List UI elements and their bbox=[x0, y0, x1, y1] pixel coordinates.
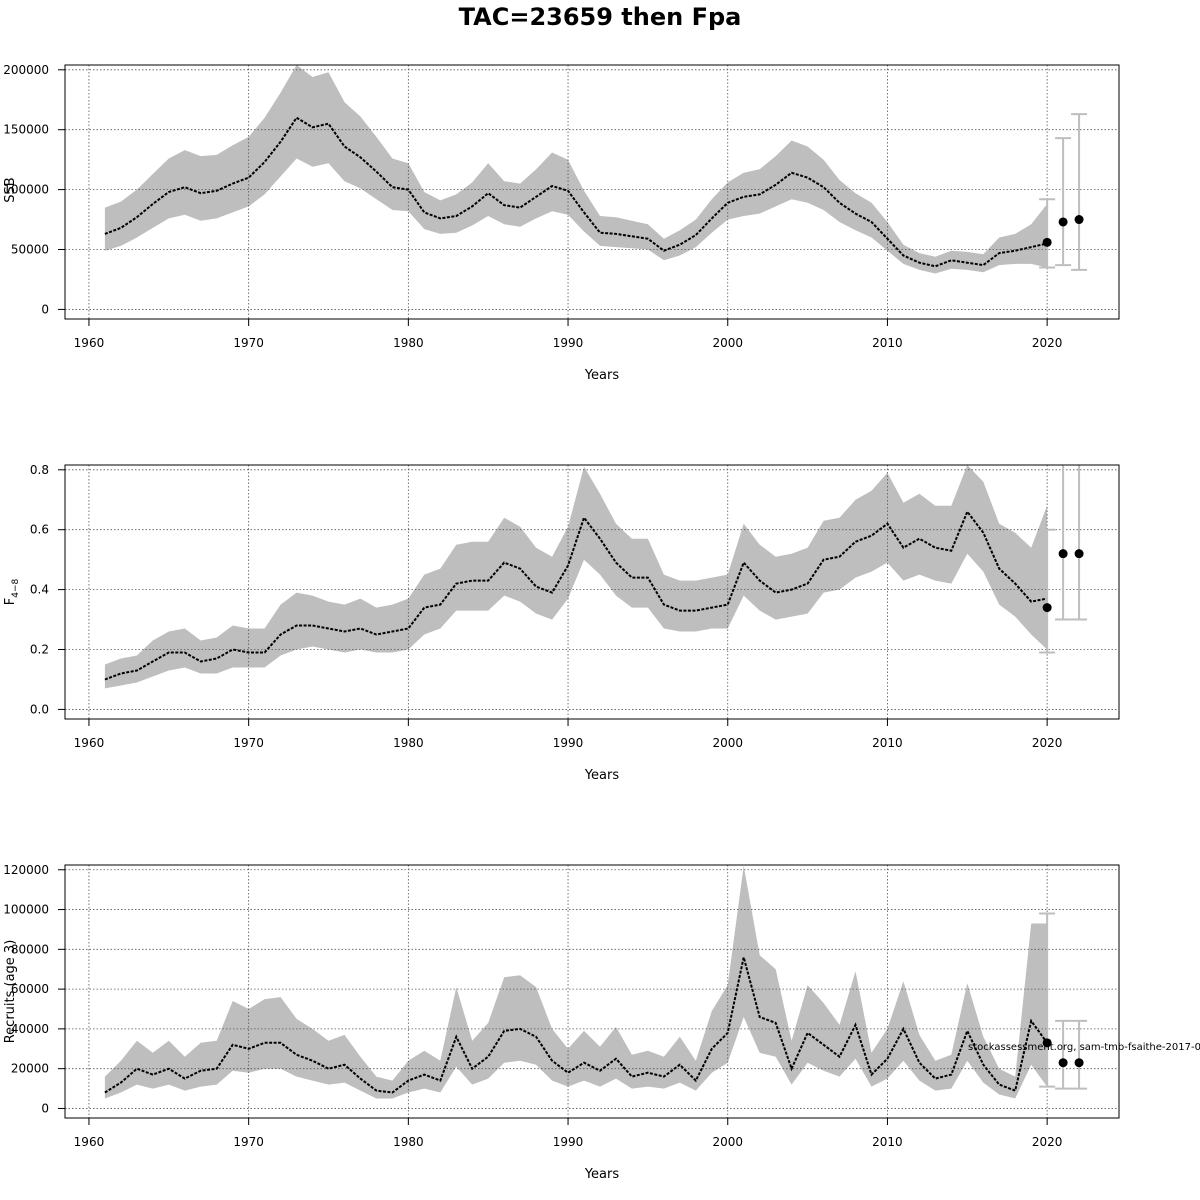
x-tick-label: 1990 bbox=[553, 1135, 584, 1149]
y-tick-label: 150000 bbox=[3, 123, 49, 137]
x-tick-label: 2010 bbox=[872, 336, 903, 350]
y-tick-label: 0.4 bbox=[30, 583, 49, 597]
estimate-line bbox=[104, 509, 1048, 681]
forecast-point bbox=[1074, 1058, 1084, 1068]
panel-recruits: 1960 1970 1980 1990 2000 2010 2020 0 20000 40000 6… bbox=[3, 863, 1120, 1182]
panel-fishing-mortality: 1960 1970 1980 1990 2000 2010 2020 0.0 0.2 0.4 0.6… bbox=[3, 463, 1120, 783]
forecast-point bbox=[1074, 549, 1084, 559]
y-tick-label: 0.8 bbox=[30, 463, 49, 477]
y-tick-label: 60000 bbox=[11, 982, 49, 996]
y-tick-label: 0.0 bbox=[30, 702, 49, 716]
y-tick-label: 0.2 bbox=[30, 643, 49, 657]
y-tick-label: 100000 bbox=[3, 183, 49, 197]
plot-frame bbox=[64, 464, 1120, 720]
y-tick-label: 50000 bbox=[11, 243, 49, 257]
x-tick-label: 1980 bbox=[393, 1135, 424, 1149]
y-axis-label: SSB bbox=[3, 177, 18, 202]
x-tick-label: 2010 bbox=[872, 1135, 903, 1149]
plot-frame bbox=[64, 64, 1120, 320]
forecast-point bbox=[1042, 237, 1052, 247]
x-tick-label: 1980 bbox=[393, 736, 424, 750]
estimate-line bbox=[104, 957, 1048, 1094]
forecast-point bbox=[1074, 215, 1084, 225]
forecast-point bbox=[1042, 1038, 1052, 1048]
y-axis-label: F4−8 bbox=[3, 578, 21, 605]
x-axis-label: Years bbox=[584, 1167, 620, 1182]
x-tick-label: 2020 bbox=[1032, 336, 1063, 350]
y-tick-label: 120000 bbox=[3, 863, 49, 877]
forecast-point bbox=[1058, 549, 1068, 559]
y-tick-label: 100000 bbox=[3, 903, 49, 917]
confidence-band bbox=[104, 865, 1048, 1099]
y-tick-label: 80000 bbox=[11, 942, 49, 956]
estimate-line bbox=[104, 116, 1048, 268]
y-tick-label: 0.6 bbox=[30, 523, 49, 537]
confidence-band bbox=[104, 465, 1048, 689]
y-tick-label: 40000 bbox=[11, 1022, 49, 1036]
forecast-point bbox=[1042, 603, 1052, 613]
chart-title: TAC=23659 then Fpa bbox=[458, 3, 742, 31]
x-tick-label: 1970 bbox=[233, 736, 264, 750]
x-tick-label: 1990 bbox=[553, 736, 584, 750]
forecast-point bbox=[1058, 217, 1068, 227]
x-axis-label: Years bbox=[584, 768, 620, 783]
x-tick-label: 2000 bbox=[712, 1135, 743, 1149]
panel-ssb: 1960 1970 1980 1990 2000 2010 2020 0 50000 100000… bbox=[3, 63, 1120, 383]
x-tick-label: 2020 bbox=[1032, 736, 1063, 750]
x-tick-label: 1970 bbox=[233, 336, 264, 350]
y-tick-label: 0 bbox=[41, 302, 49, 316]
x-tick-label: 1980 bbox=[393, 336, 424, 350]
x-tick-label: 2000 bbox=[712, 336, 743, 350]
y-tick-label: 0 bbox=[41, 1101, 49, 1115]
x-tick-label: 1970 bbox=[233, 1135, 264, 1149]
x-tick-label: 1960 bbox=[74, 736, 105, 750]
y-axis-label: Recruits (age 3) bbox=[3, 940, 18, 1044]
x-tick-label: 2000 bbox=[712, 736, 743, 750]
x-axis-label: Years bbox=[584, 368, 620, 383]
x-tick-label: 1960 bbox=[74, 1135, 105, 1149]
y-tick-label: 20000 bbox=[11, 1062, 49, 1076]
forecast-point bbox=[1058, 1058, 1068, 1068]
confidence-band bbox=[104, 65, 1048, 274]
x-tick-label: 1960 bbox=[74, 336, 105, 350]
x-tick-label: 2010 bbox=[872, 736, 903, 750]
x-tick-label: 2020 bbox=[1032, 1135, 1063, 1149]
plot-frame bbox=[64, 864, 1120, 1119]
y-tick-label: 200000 bbox=[3, 63, 49, 77]
watermark-text: stockassessment.org, sam-tmb-fsaithe-201… bbox=[968, 1042, 1200, 1053]
x-tick-label: 1990 bbox=[553, 336, 584, 350]
